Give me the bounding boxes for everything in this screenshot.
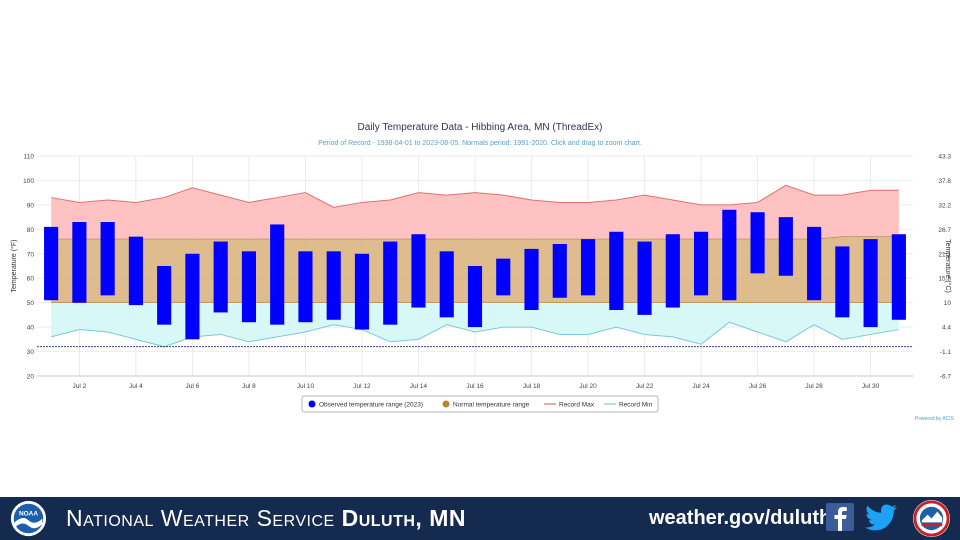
- twitter-icon[interactable]: [864, 502, 898, 532]
- observed-bar: [270, 224, 285, 325]
- observed-bar: [778, 217, 793, 276]
- legend-label-record-max: Record Max: [559, 402, 595, 409]
- observed-bar: [298, 251, 313, 323]
- observed-bar: [326, 251, 341, 320]
- observed-bar: [891, 234, 906, 320]
- observed-bar: [411, 234, 426, 308]
- y-tick-label-right: 26.7: [938, 227, 951, 234]
- record-max-band: [51, 185, 899, 240]
- observed-bar: [722, 209, 737, 301]
- temperature-chart[interactable]: Daily Temperature Data - Hibbing Area, M…: [0, 0, 960, 497]
- y-tick-label-left: 50: [27, 300, 35, 307]
- x-tick-label: Jul 2: [73, 383, 87, 390]
- observed-bar: [609, 231, 624, 310]
- y-axis-label-left: Temperature (°F): [10, 240, 18, 293]
- legend-box: [301, 395, 659, 413]
- x-tick-label: Jul 8: [242, 383, 256, 390]
- footer-bar: NOAA National Weather Service Duluth, MN…: [0, 497, 960, 540]
- observed-bar: [467, 266, 483, 328]
- observed-bar: [665, 234, 680, 308]
- y-tick-label-left: 80: [27, 227, 35, 234]
- legend-label-normal: Normal temperature range: [453, 402, 530, 409]
- org-title: National Weather Service Duluth, MN: [66, 505, 466, 532]
- x-tick-label: Jul 20: [579, 383, 597, 390]
- observed-bar: [524, 248, 539, 310]
- y-tick-label-right: 15.8: [938, 276, 951, 283]
- observed-bar: [128, 236, 143, 306]
- x-tick-label: Jul 24: [692, 383, 710, 390]
- y-tick-label-right: 10: [944, 300, 952, 307]
- x-tick-label: Jul 16: [466, 383, 484, 390]
- y-tick-label-left: 110: [24, 154, 35, 161]
- y-tick-label-right: -6.7: [940, 374, 952, 381]
- org-name-office: Duluth, MN: [341, 505, 466, 531]
- y-tick-label-left: 90: [27, 202, 35, 209]
- chart-title: Daily Temperature Data - Hibbing Area, M…: [358, 122, 603, 133]
- observed-bar: [694, 231, 709, 296]
- observed-bar: [185, 253, 200, 340]
- observed-bar: [241, 251, 256, 323]
- observed-bar: [835, 246, 850, 318]
- y-tick-label-right: -1.1: [940, 349, 952, 356]
- observed-bar: [100, 222, 115, 296]
- observed-bar: [383, 241, 398, 325]
- observed-bar: [157, 266, 172, 325]
- site-url-link[interactable]: weather.gov/duluth: [649, 507, 832, 529]
- observed-bar: [354, 253, 370, 330]
- y-axis-label-right: Temperature (°C): [944, 239, 952, 293]
- observed-bar: [439, 251, 454, 318]
- x-tick-label: Jul 22: [636, 383, 654, 390]
- y-tick-label-left: 100: [23, 178, 34, 185]
- y-tick-label-left: 70: [27, 251, 35, 258]
- y-tick-label-right: 4.4: [942, 325, 951, 332]
- x-tick-label: Jul 14: [410, 383, 428, 390]
- observed-bar: [750, 212, 765, 274]
- org-name-prefix: National Weather Service: [66, 505, 335, 531]
- record-max-line: [51, 184, 899, 208]
- facebook-icon[interactable]: [826, 502, 854, 532]
- legend-item-normal[interactable]: Normal temperature range: [442, 400, 530, 409]
- credit-link[interactable]: Powered by ACIS: [915, 416, 955, 422]
- y-tick-label-right: 21.1: [938, 251, 951, 258]
- legend-marker-observed: [308, 400, 316, 408]
- legend-marker-normal: [442, 400, 450, 408]
- legend-item-record-min[interactable]: Record Min: [604, 402, 653, 409]
- y-tick-label-left: 20: [27, 374, 35, 381]
- x-tick-label: Jul 28: [805, 383, 823, 390]
- observed-bar: [637, 241, 652, 315]
- observed-bar: [807, 226, 822, 301]
- x-tick-label: Jul 10: [297, 383, 315, 390]
- svg-text:NOAA: NOAA: [19, 511, 38, 518]
- observed-bar: [496, 258, 511, 296]
- x-tick-label: Jul 4: [129, 383, 143, 390]
- x-tick-label: Jul 18: [523, 383, 541, 390]
- y-tick-label-right: 37.8: [938, 178, 951, 185]
- observed-bar: [863, 239, 878, 328]
- y-tick-label-right: 43.3: [938, 154, 951, 161]
- observed-bar: [213, 241, 228, 313]
- observed-bar: [72, 222, 87, 303]
- x-tick-label: Jul 30: [862, 383, 880, 390]
- legend-label-record-min: Record Min: [619, 402, 653, 409]
- nws-logo: [912, 499, 951, 538]
- observed-bar: [552, 244, 567, 298]
- y-tick-label-left: 40: [27, 325, 35, 332]
- observed-bar: [44, 226, 59, 301]
- legend-item-observed[interactable]: Observed temperature range (2023): [308, 400, 424, 409]
- chart-subtitle: Period of Record - 1938-04-01 to 2023-08…: [318, 140, 642, 147]
- y-tick-label-right: 32.2: [938, 202, 951, 209]
- observed-bar: [580, 239, 596, 296]
- legend-item-record-max[interactable]: Record Max: [544, 402, 595, 409]
- x-tick-label: Jul 26: [749, 383, 767, 390]
- legend-label-observed: Observed temperature range (2023): [319, 402, 423, 409]
- y-tick-label-left: 30: [27, 349, 35, 356]
- x-tick-label: Jul 12: [353, 383, 371, 390]
- y-tick-label-left: 60: [27, 276, 35, 283]
- x-tick-label: Jul 6: [186, 383, 200, 390]
- noaa-logo: NOAA: [10, 500, 47, 537]
